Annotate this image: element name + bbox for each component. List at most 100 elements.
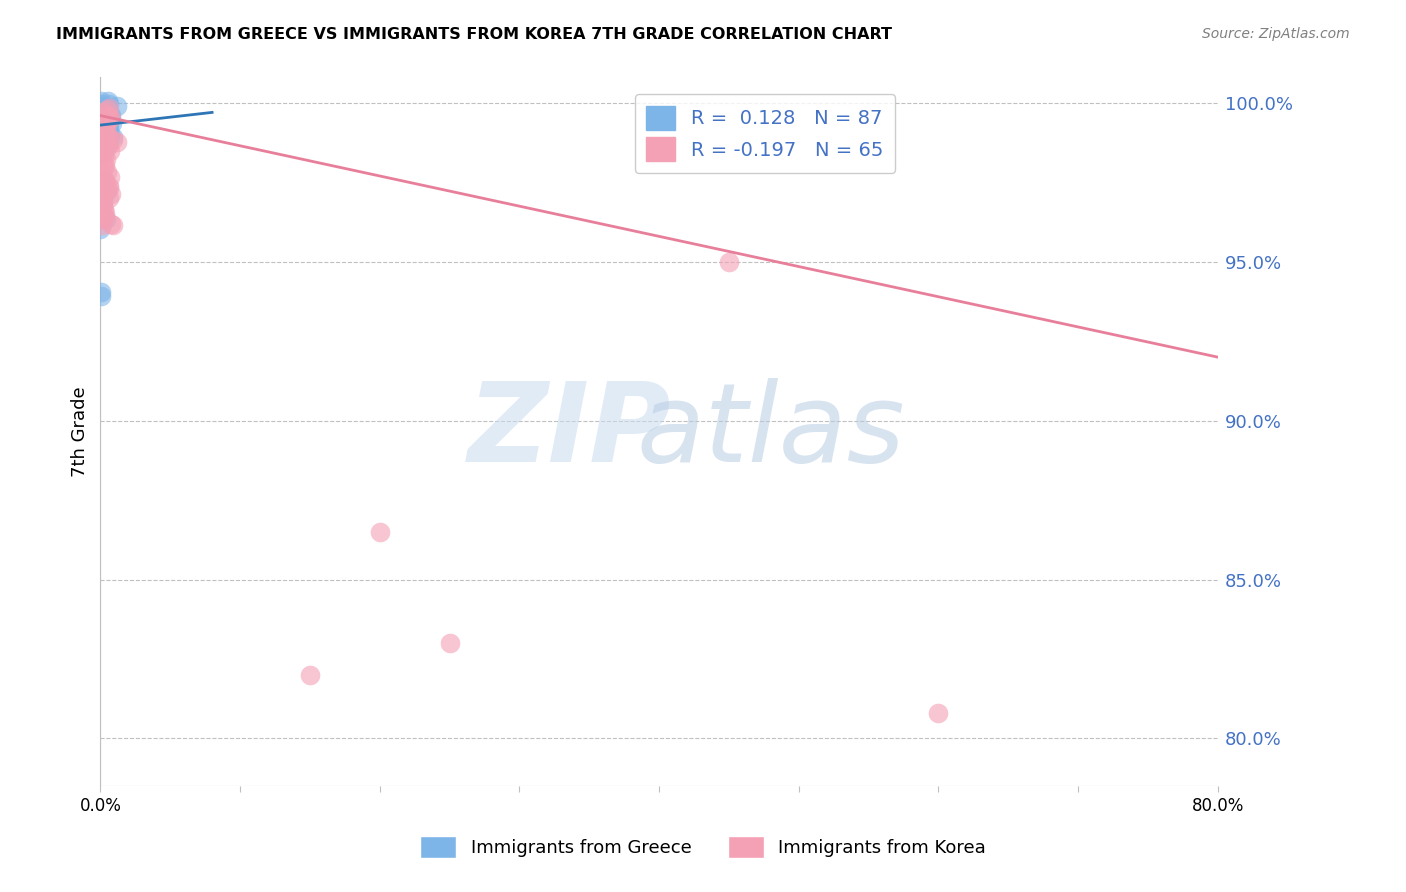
Point: [90, 126, 112, 140]
Point: [94, 130, 117, 145]
Point: [90, 116, 112, 130]
Point: [94, 115, 117, 129]
Point: [94, 176, 117, 190]
Point: [93, 186, 115, 200]
Point: [93, 202, 115, 216]
Point: [368, 524, 391, 539]
Point: [93, 212, 115, 227]
Point: [93, 157, 115, 171]
Point: [93, 138, 115, 153]
Point: [91, 143, 114, 157]
Point: [100, 127, 122, 141]
Point: [100, 108, 122, 122]
Point: [90, 134, 112, 148]
Point: [94, 174, 117, 188]
Point: [97, 121, 120, 136]
Point: [93, 114, 115, 128]
Point: [90, 116, 112, 130]
Point: [93, 175, 115, 189]
Point: [90, 189, 112, 203]
Point: [96, 178, 118, 192]
Point: [90, 145, 112, 159]
Legend: Immigrants from Greece, Immigrants from Korea: Immigrants from Greece, Immigrants from …: [413, 829, 993, 865]
Point: [105, 99, 128, 113]
Point: [91, 199, 114, 213]
Point: [98, 170, 121, 185]
Point: [90, 169, 112, 183]
Point: [94, 123, 117, 137]
Point: [90, 124, 112, 138]
Point: [98, 191, 121, 205]
Point: [89, 115, 111, 129]
Point: [91, 145, 114, 160]
Point: [94, 118, 117, 132]
Point: [96, 135, 118, 149]
Point: [91, 175, 114, 189]
Point: [91, 126, 114, 140]
Point: [97, 133, 120, 147]
Point: [94, 128, 117, 143]
Point: [89, 119, 111, 133]
Point: [89, 137, 111, 152]
Point: [91, 194, 114, 208]
Point: [96, 101, 118, 115]
Point: [93, 102, 115, 116]
Point: [98, 122, 121, 136]
Point: [90, 285, 112, 299]
Point: [91, 96, 114, 111]
Point: [91, 118, 114, 132]
Point: [91, 103, 114, 118]
Point: [93, 144, 115, 158]
Point: [91, 135, 114, 149]
Point: [97, 138, 120, 153]
Point: [94, 211, 117, 226]
Point: [93, 115, 115, 129]
Point: [93, 99, 115, 113]
Point: [298, 668, 321, 682]
Point: [89, 221, 111, 235]
Point: [717, 254, 740, 268]
Point: [93, 141, 115, 155]
Point: [97, 110, 120, 124]
Point: [90, 128, 112, 142]
Point: [93, 208, 115, 222]
Point: [91, 115, 114, 129]
Point: [93, 143, 115, 157]
Point: [105, 135, 128, 149]
Point: [98, 144, 121, 158]
Point: [100, 112, 122, 126]
Y-axis label: 7th Grade: 7th Grade: [72, 386, 89, 477]
Point: [96, 164, 118, 178]
Point: [91, 105, 114, 120]
Point: [91, 219, 114, 233]
Point: [439, 636, 461, 650]
Point: [90, 104, 112, 119]
Point: [96, 128, 118, 143]
Point: [90, 94, 112, 108]
Point: [90, 114, 112, 128]
Point: [91, 178, 114, 192]
Point: [97, 180, 120, 194]
Point: [97, 108, 120, 122]
Point: [90, 101, 112, 115]
Point: [93, 130, 115, 145]
Point: [97, 110, 120, 124]
Point: [96, 152, 118, 166]
Point: [93, 141, 115, 155]
Point: [96, 120, 118, 135]
Point: [91, 117, 114, 131]
Point: [98, 101, 121, 115]
Point: [90, 141, 112, 155]
Point: [90, 106, 112, 120]
Point: [97, 139, 120, 153]
Text: Source: ZipAtlas.com: Source: ZipAtlas.com: [1202, 27, 1350, 41]
Point: [93, 136, 115, 151]
Point: [927, 706, 949, 720]
Point: [96, 184, 118, 198]
Point: [90, 142, 112, 156]
Point: [97, 94, 120, 108]
Legend: R =  0.128   N = 87, R = -0.197   N = 65: R = 0.128 N = 87, R = -0.197 N = 65: [634, 95, 896, 173]
Point: [91, 116, 114, 130]
Point: [94, 185, 117, 199]
Point: [100, 186, 122, 201]
